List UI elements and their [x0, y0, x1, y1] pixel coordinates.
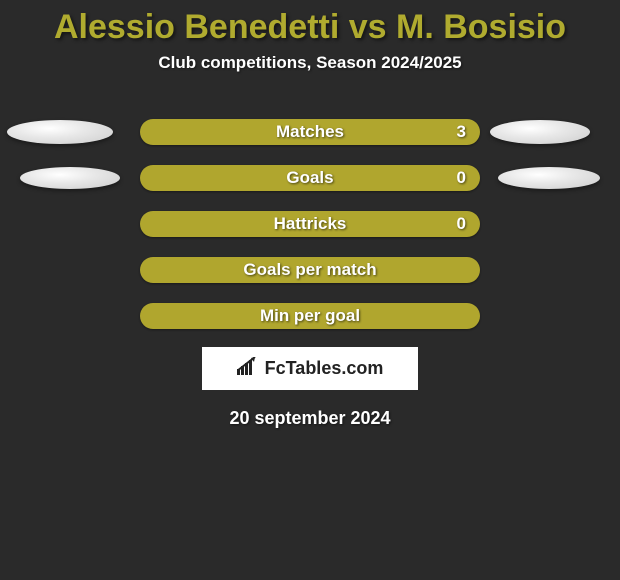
ellipse-marker-right — [490, 120, 590, 144]
ellipse-marker-right — [498, 167, 600, 189]
stat-row: Goals 0 — [0, 165, 620, 191]
logo-box: FcTables.com — [202, 347, 418, 390]
stat-bar: Hattricks 0 — [140, 211, 480, 237]
stat-rows: Matches 3 Goals 0 Hattricks 0 Goals per match M… — [0, 119, 620, 329]
stat-label: Min per goal — [260, 306, 360, 326]
stat-bar: Goals per match — [140, 257, 480, 283]
stat-row: Goals per match — [0, 257, 620, 283]
stat-label: Goals — [286, 168, 333, 188]
barchart-icon — [237, 357, 259, 380]
ellipse-marker-left — [20, 167, 120, 189]
stat-label: Hattricks — [274, 214, 347, 234]
stat-bar: Goals 0 — [140, 165, 480, 191]
stat-row: Min per goal — [0, 303, 620, 329]
stat-value: 0 — [457, 214, 466, 234]
stat-value: 3 — [457, 122, 466, 142]
stat-row: Matches 3 — [0, 119, 620, 145]
logo-text: FcTables.com — [265, 358, 384, 379]
stat-label: Goals per match — [243, 260, 376, 280]
stat-row: Hattricks 0 — [0, 211, 620, 237]
date-text: 20 september 2024 — [0, 408, 620, 429]
subtitle: Club competitions, Season 2024/2025 — [0, 53, 620, 73]
stat-label: Matches — [276, 122, 344, 142]
ellipse-marker-left — [7, 120, 113, 144]
stat-bar: Matches 3 — [140, 119, 480, 145]
stat-value: 0 — [457, 168, 466, 188]
page-title: Alessio Benedetti vs M. Bosisio — [0, 0, 620, 47]
stat-bar: Min per goal — [140, 303, 480, 329]
